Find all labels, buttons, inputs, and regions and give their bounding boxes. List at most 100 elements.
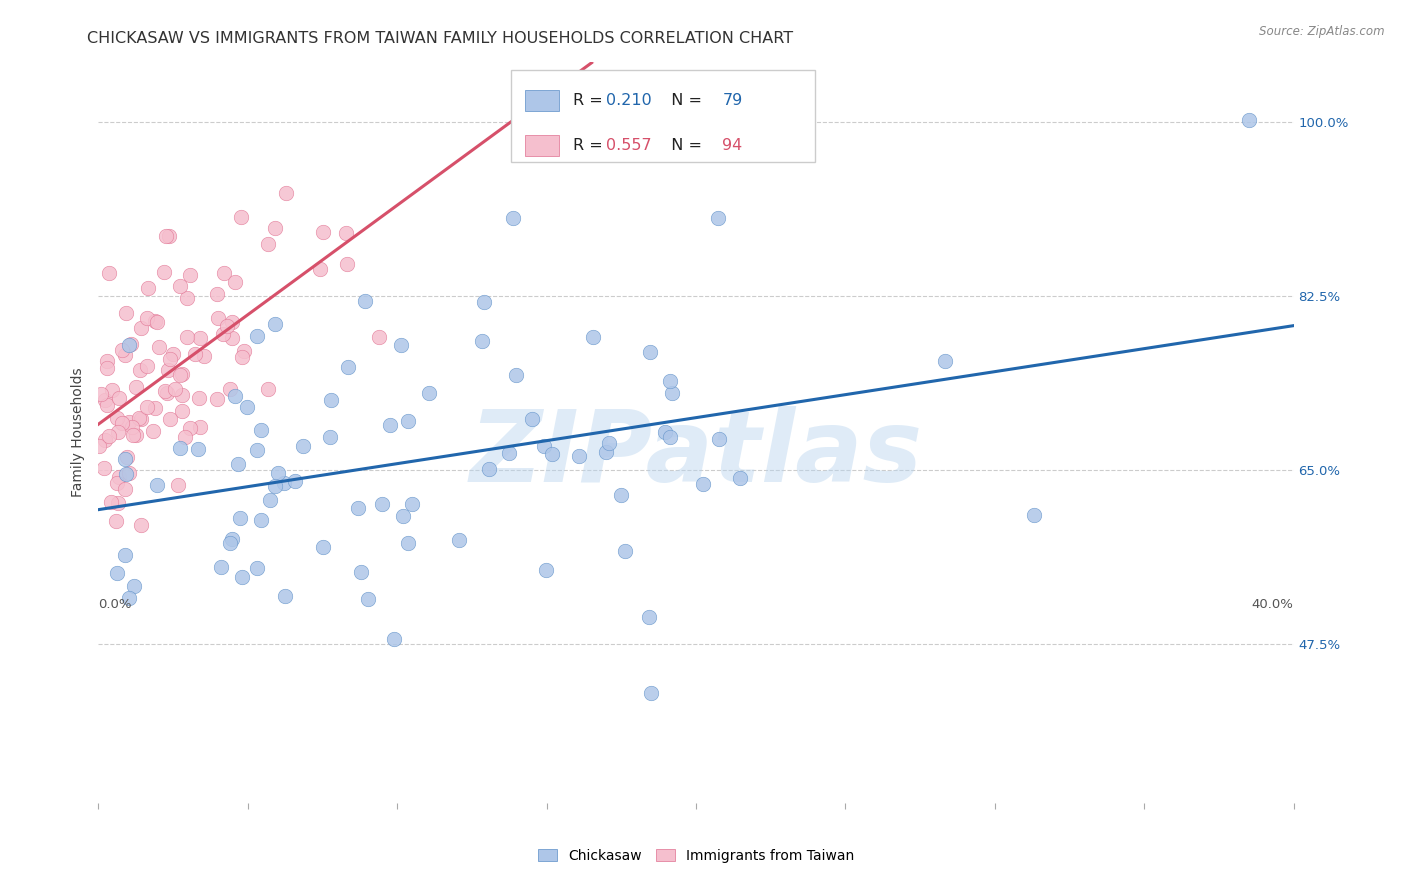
- Point: [107, 470, 129, 484]
- Text: 94: 94: [723, 138, 742, 153]
- Point: [236, 400, 259, 414]
- Point: [567, 449, 589, 463]
- Point: [264, 221, 287, 235]
- Point: [146, 315, 169, 329]
- Point: [176, 330, 198, 344]
- Point: [118, 466, 141, 480]
- Point: [728, 471, 751, 485]
- Point: [108, 391, 131, 405]
- Point: [207, 392, 229, 407]
- Point: [136, 310, 159, 325]
- Point: [595, 444, 617, 458]
- Point: [219, 536, 242, 550]
- Point: [380, 418, 402, 433]
- Point: [267, 467, 290, 481]
- Point: [148, 340, 170, 354]
- Text: N =: N =: [661, 93, 707, 108]
- Point: [259, 493, 281, 508]
- Point: [257, 237, 280, 252]
- Point: [188, 331, 211, 345]
- Point: [654, 425, 676, 439]
- Point: [105, 411, 128, 425]
- Point: [167, 477, 190, 491]
- Point: [367, 330, 389, 344]
- Point: [124, 428, 146, 442]
- Point: [246, 560, 269, 574]
- Point: [105, 566, 128, 580]
- Text: 40.0%: 40.0%: [1251, 598, 1294, 611]
- Text: N =: N =: [661, 138, 707, 153]
- Point: [117, 338, 139, 352]
- Point: [638, 345, 661, 359]
- Point: [159, 412, 181, 426]
- Point: [188, 419, 211, 434]
- Point: [115, 467, 138, 481]
- Point: [659, 429, 682, 443]
- Point: [169, 442, 191, 456]
- Point: [308, 262, 330, 277]
- Point: [498, 446, 520, 460]
- Point: [97, 266, 120, 280]
- Point: [105, 514, 128, 528]
- Point: [246, 329, 269, 343]
- Point: [284, 474, 307, 488]
- Point: [125, 380, 148, 394]
- Point: [97, 429, 120, 443]
- Point: [120, 337, 142, 351]
- Point: [449, 533, 471, 547]
- Point: [90, 386, 112, 401]
- Point: [122, 428, 145, 442]
- Point: [249, 423, 271, 437]
- Text: 0.557: 0.557: [606, 138, 652, 153]
- Point: [221, 315, 243, 329]
- Point: [118, 416, 141, 430]
- Point: [502, 211, 524, 225]
- Point: [335, 226, 357, 240]
- Point: [273, 476, 295, 491]
- Point: [114, 549, 136, 563]
- Point: [231, 350, 253, 364]
- Point: [157, 229, 180, 244]
- Point: [211, 326, 233, 341]
- Text: ZIPatlas: ZIPatlas: [470, 407, 922, 503]
- Point: [187, 442, 209, 456]
- Text: R =: R =: [572, 93, 607, 108]
- Point: [598, 436, 620, 450]
- Point: [159, 352, 181, 367]
- Point: [209, 559, 232, 574]
- Point: [96, 353, 118, 368]
- Point: [707, 211, 730, 225]
- FancyBboxPatch shape: [524, 136, 558, 156]
- Point: [474, 295, 496, 310]
- Text: CHICKASAW VS IMMIGRANTS FROM TAIWAN FAMILY HOUSEHOLDS CORRELATION CHART: CHICKASAW VS IMMIGRANTS FROM TAIWAN FAMI…: [87, 31, 793, 46]
- Point: [212, 266, 235, 280]
- Text: 0.210: 0.210: [606, 93, 652, 108]
- Point: [347, 500, 370, 515]
- Point: [224, 275, 246, 289]
- Point: [129, 411, 152, 425]
- Point: [418, 385, 440, 400]
- Point: [146, 477, 169, 491]
- Point: [145, 314, 167, 328]
- Point: [117, 450, 139, 464]
- Point: [229, 211, 252, 225]
- Text: Source: ZipAtlas.com: Source: ZipAtlas.com: [1260, 25, 1385, 38]
- Point: [257, 383, 280, 397]
- Point: [692, 477, 714, 491]
- Point: [184, 346, 207, 360]
- Point: [520, 411, 543, 425]
- Point: [221, 331, 243, 345]
- Point: [613, 544, 636, 558]
- Point: [105, 475, 128, 490]
- Point: [312, 226, 335, 240]
- Point: [89, 439, 111, 453]
- Point: [115, 306, 138, 320]
- Point: [1024, 508, 1046, 523]
- Point: [207, 310, 229, 325]
- FancyBboxPatch shape: [524, 90, 558, 111]
- Point: [505, 368, 527, 382]
- Point: [156, 363, 179, 377]
- Point: [165, 382, 187, 396]
- Point: [100, 495, 122, 509]
- Point: [107, 496, 129, 510]
